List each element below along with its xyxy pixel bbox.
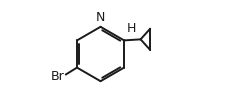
Text: H: H bbox=[127, 22, 136, 35]
Text: Br: Br bbox=[50, 70, 64, 83]
Text: N: N bbox=[95, 11, 105, 24]
